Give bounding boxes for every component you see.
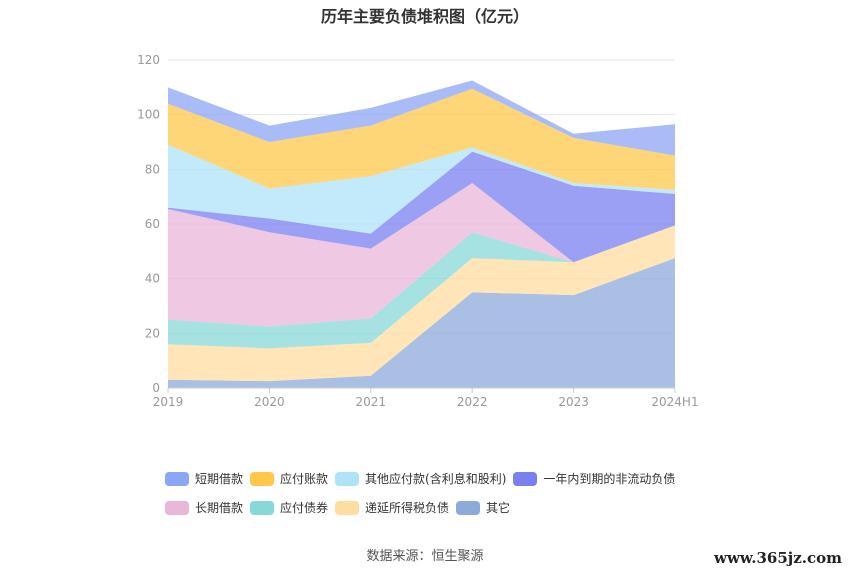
y-tick-label: 120 [137, 53, 160, 67]
x-tick-label: 2024H1 [651, 395, 698, 409]
legend-swatch [250, 500, 275, 515]
y-tick-label: 80 [145, 162, 160, 176]
watermark: www.365jz.com [714, 549, 842, 567]
legend-item[interactable]: 短期借款 [165, 470, 243, 487]
chart-legend: 短期借款 应付账款 其他应付款(含利息和股利) 一年内到期的非流动负债长期借款 应付债券… [165, 470, 725, 528]
data-source: 数据来源：恒生聚源 [366, 549, 484, 564]
legend-label: 其他应付款(含利息和股利) [365, 472, 507, 486]
stacked-area-chart: 0 20 40 60 80 100 120 2019 2020 2021 2022 2023 2024H… [137, 53, 699, 409]
y-tick-label: 100 [137, 108, 160, 122]
legend-item[interactable]: 应付账款 [250, 470, 328, 487]
legend-swatch [165, 471, 189, 486]
legend-item[interactable]: 递延所得税负债 [335, 499, 449, 516]
x-tick-label: 2020 [254, 395, 285, 409]
legend-item[interactable]: 一年内到期的非流动负债 [513, 470, 675, 487]
legend-label: 其它 [486, 501, 511, 515]
y-tick-label: 20 [145, 326, 160, 340]
area-series-递延所得税负债 [168, 225, 675, 382]
legend-label: 应付账款 [280, 472, 329, 486]
legend-item[interactable]: 其他应付款(含利息和股利) [335, 470, 506, 487]
legend-item[interactable]: 其它 [456, 499, 510, 516]
legend-item[interactable]: 应付债券 [250, 499, 328, 516]
legend-swatch [513, 471, 538, 486]
legend-label: 短期借款 [195, 472, 244, 486]
area-series-短期借款 [168, 80, 675, 156]
legend-label: 一年内到期的非流动负债 [543, 472, 676, 486]
area-series-其他应付款(含利息和股利) [168, 144, 675, 234]
legend-swatch [165, 500, 189, 515]
area-series-长期借款 [168, 183, 675, 327]
legend-label: 长期借款 [195, 501, 244, 515]
legend-swatch [335, 471, 360, 486]
area-series-一年内到期的非流动负债 [168, 151, 675, 263]
area-series-应付债券 [168, 225, 675, 349]
legend-label: 递延所得税负债 [365, 501, 450, 515]
legend-swatch [335, 500, 360, 515]
x-tick-label: 2022 [457, 395, 488, 409]
y-tick-label: 0 [152, 381, 160, 395]
legend-swatch [456, 500, 481, 515]
y-tick-label: 60 [145, 217, 160, 231]
chart-title: 历年主要负债堆积图（亿元） [320, 7, 529, 26]
x-tick-label: 2021 [356, 395, 387, 409]
area-series-其它 [168, 258, 675, 388]
legend-label: 应付债券 [280, 501, 329, 515]
legend-swatch [250, 471, 275, 486]
legend-item[interactable]: 长期借款 [165, 499, 243, 516]
x-tick-label: 2023 [558, 395, 589, 409]
x-tick-label: 2019 [153, 395, 184, 409]
area-series-应付账款 [168, 88, 675, 190]
y-tick-label: 40 [145, 272, 160, 286]
